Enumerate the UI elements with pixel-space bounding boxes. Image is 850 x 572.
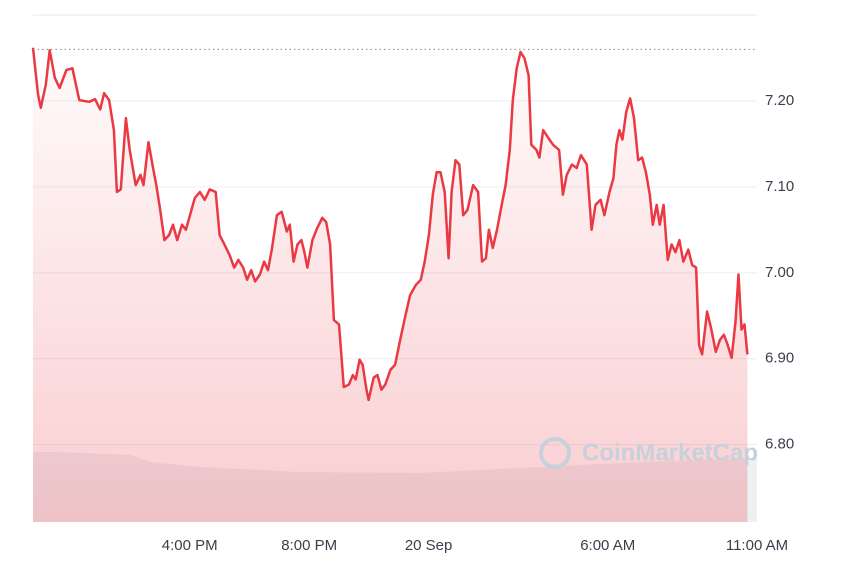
x-tick-label: 4:00 PM [162,537,218,554]
y-tick-label: 6.80 [765,436,794,453]
price-area [33,47,748,522]
y-tick-label: 7.20 [765,92,794,109]
watermark-logo [539,437,571,469]
x-tick-label: 20 Sep [405,537,453,554]
y-tick-label: 6.90 [765,350,794,367]
price-line [31,47,749,402]
y-tick-label: 7.10 [765,178,794,195]
y-tick-label: 7.00 [765,264,794,281]
x-tick-label: 6:00 AM [580,537,635,554]
x-tick-label: 8:00 PM [281,537,337,554]
watermark: CoinMarketCap [539,437,758,469]
watermark-text: CoinMarketCap [582,439,758,466]
x-tick-label: 11:00 AM [726,537,788,554]
